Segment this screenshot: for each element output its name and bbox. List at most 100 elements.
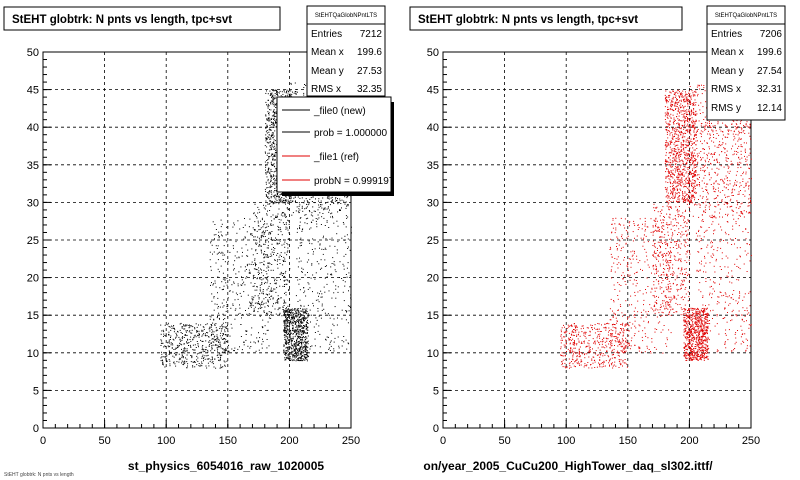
scatter-point — [284, 260, 286, 262]
scatter-point — [327, 197, 329, 199]
scatter-point — [267, 178, 269, 180]
scatter-point — [218, 236, 220, 238]
scatter-point — [305, 84, 307, 86]
scatter-point — [255, 250, 257, 252]
scatter-point — [683, 166, 685, 167]
scatter-point — [261, 302, 263, 303]
scatter-point — [307, 217, 309, 219]
scatter-point — [669, 151, 671, 153]
scatter-point — [671, 99, 673, 101]
scatter-point — [234, 347, 236, 349]
scatter-point — [262, 326, 264, 328]
scatter-point — [672, 96, 674, 98]
scatter-point — [687, 182, 689, 184]
scatter-point — [674, 182, 676, 184]
scatter-point — [350, 328, 352, 330]
stats-value-rms-x: 32.35 — [357, 84, 382, 95]
scatter-point — [683, 163, 684, 165]
scatter-point — [328, 347, 330, 349]
scatter-point — [288, 281, 290, 283]
scatter-point — [295, 345, 297, 347]
scatter-point — [682, 90, 684, 92]
scatter-point — [305, 354, 306, 356]
scatter-point — [680, 92, 682, 94]
scatter-point — [678, 119, 680, 121]
scatter-point — [224, 338, 226, 340]
scatter-point — [304, 308, 306, 310]
scatter-point — [305, 358, 307, 360]
scatter-point — [282, 215, 284, 217]
scatter-point — [289, 93, 291, 95]
scatter-point — [328, 314, 330, 316]
scatter-point — [283, 314, 285, 315]
scatter-point — [262, 290, 264, 292]
scatter-point — [307, 321, 308, 323]
scatter-point — [671, 192, 673, 194]
scatter-point — [304, 318, 306, 320]
scatter-point — [295, 93, 297, 95]
scatter-point — [306, 346, 308, 347]
scatter-point — [267, 103, 269, 105]
scatter-point — [272, 94, 274, 96]
scatter-point — [683, 128, 685, 130]
scatter-point — [324, 312, 326, 314]
scatter-point — [258, 274, 259, 275]
scatter-point — [322, 197, 324, 199]
scatter-point — [192, 344, 194, 346]
scatter-point — [259, 293, 261, 295]
scatter-point — [677, 90, 679, 92]
scatter-point — [304, 274, 306, 276]
scatter-point — [212, 338, 214, 339]
scatter-point — [332, 257, 334, 259]
scatter-point — [675, 167, 677, 169]
scatter-point — [673, 143, 675, 145]
scatter-point — [234, 350, 235, 352]
scatter-point — [297, 330, 299, 332]
scatter-point — [274, 116, 276, 118]
scatter-point — [306, 327, 308, 329]
scatter-point — [694, 99, 696, 101]
scatter-point — [260, 303, 262, 305]
scatter-point — [269, 203, 271, 205]
scatter-point — [315, 323, 317, 325]
scatter-point — [207, 349, 209, 351]
scatter-point — [265, 240, 267, 242]
scatter-point — [685, 110, 686, 112]
scatter-point — [253, 236, 255, 238]
scatter-point — [684, 169, 686, 171]
scatter-point — [685, 112, 687, 114]
scatter-point — [286, 329, 288, 331]
scatter-point — [270, 147, 272, 149]
scatter-point — [271, 133, 273, 135]
scatter-point — [196, 355, 198, 357]
scatter-point — [677, 122, 679, 124]
scatter-point — [219, 367, 221, 369]
scatter-point — [285, 356, 287, 358]
scatter-point — [686, 155, 688, 157]
scatter-point — [272, 174, 274, 176]
scatter-point — [303, 346, 304, 348]
scatter-point — [194, 327, 196, 329]
scatter-point — [306, 351, 308, 353]
scatter-point — [270, 237, 272, 239]
scatter-point — [204, 358, 206, 360]
scatter-point — [276, 216, 278, 218]
scatter-point — [284, 200, 286, 202]
scatter-point — [209, 327, 211, 329]
scatter-point — [295, 91, 297, 93]
scatter-point — [213, 331, 215, 333]
scatter-point — [684, 200, 686, 202]
scatter-point — [693, 137, 694, 139]
scatter-point — [264, 232, 266, 234]
scatter-point — [690, 104, 692, 105]
scatter-point — [689, 192, 691, 194]
scatter-point — [258, 303, 260, 305]
scatter-point — [666, 191, 668, 193]
scatter-point — [328, 227, 330, 228]
scatter-point — [320, 268, 321, 270]
scatter-point — [259, 315, 261, 317]
scatter-point — [290, 353, 292, 355]
scatter-point — [288, 316, 290, 318]
scatter-point — [289, 320, 291, 322]
scatter-point — [208, 365, 210, 367]
